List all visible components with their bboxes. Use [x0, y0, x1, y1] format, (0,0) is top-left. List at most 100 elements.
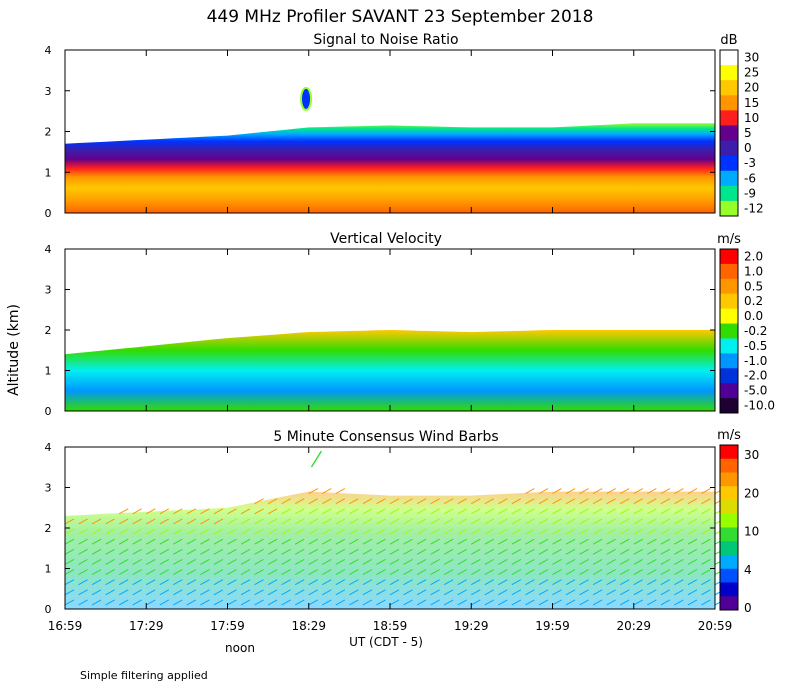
- wind-barb: [362, 538, 373, 545]
- wind-barb: [457, 518, 467, 525]
- wind-barb: [118, 508, 129, 515]
- wind-barb: [64, 599, 75, 606]
- wind-barb: [633, 518, 643, 525]
- wind-barb: [403, 569, 413, 576]
- wind-barb: [552, 559, 562, 565]
- wind-barb: [294, 589, 305, 596]
- wind-barb: [159, 569, 170, 576]
- wind-barb: [254, 548, 264, 555]
- wind-barb: [471, 528, 481, 535]
- legend-swatch: [720, 293, 738, 310]
- wind-barb: [376, 538, 386, 545]
- wind-barb: [687, 518, 698, 525]
- legend-swatch: [720, 308, 738, 325]
- wind-barb: [660, 589, 671, 596]
- legend-swatch: [720, 513, 738, 528]
- wind-barb: [579, 508, 589, 515]
- legend-label: 10: [744, 111, 759, 125]
- wind-barb: [105, 599, 115, 606]
- wind-barb: [647, 488, 657, 495]
- legend-swatch: [720, 472, 738, 487]
- wind-barb: [443, 518, 454, 525]
- legend-label: 0: [744, 601, 752, 615]
- wind-barb: [471, 548, 481, 555]
- y-tick-label: 2: [45, 522, 52, 535]
- wind-barb: [118, 528, 129, 535]
- wind-barb: [701, 599, 711, 606]
- wind-barb: [308, 528, 318, 535]
- legend-label: -12: [744, 201, 764, 215]
- wind-barb: [132, 548, 142, 555]
- wind-barb: [538, 538, 549, 545]
- wind-barb: [64, 528, 75, 535]
- legend-swatch: [720, 353, 738, 369]
- wind-barb: [200, 559, 210, 565]
- wind-barb: [619, 538, 630, 545]
- wind-barb: [267, 538, 278, 545]
- wind-barb: [118, 548, 129, 555]
- wind-barb: [498, 508, 508, 515]
- wind-barb: [416, 579, 427, 586]
- wind-barb: [619, 518, 630, 525]
- wind-barb: [674, 498, 684, 505]
- wind-barb: [592, 569, 603, 576]
- wind-barb: [308, 508, 318, 515]
- wind-barb: [647, 508, 657, 515]
- wind-barb: [565, 508, 576, 515]
- wind-barb: [457, 548, 467, 555]
- wind-barb: [213, 579, 224, 586]
- wind-barb: [240, 569, 251, 576]
- legend-frame: [719, 49, 739, 217]
- wind-barb: [118, 559, 129, 565]
- wind-barbs-panel: 5 Minute Consensus Wind Barbs 0 1 2 3 4 m/s30 2…: [45, 428, 760, 616]
- wind-barb: [159, 548, 170, 555]
- wind-barb: [565, 599, 576, 606]
- wind-barb: [322, 498, 332, 505]
- wind-barb: [281, 599, 291, 606]
- wind-barb: [674, 528, 684, 535]
- wind-barb: [159, 508, 170, 515]
- wind-barb: [443, 538, 454, 545]
- wind-barb: [525, 589, 535, 596]
- x-tick-label: 17:29: [129, 619, 164, 633]
- wind-barb: [213, 508, 224, 515]
- wind-barb: [647, 599, 657, 606]
- wind-barb: [322, 579, 332, 586]
- wind-barb: [146, 569, 156, 576]
- wind-barb: [173, 538, 183, 545]
- wind-barb: [322, 589, 332, 596]
- wind-barb: [701, 579, 711, 586]
- wind-barb: [173, 559, 183, 565]
- wind-barb: [538, 498, 549, 505]
- wind-barb: [335, 528, 346, 535]
- wind-barb: [227, 559, 237, 565]
- wind-barb: [376, 508, 386, 515]
- wind-barb: [511, 528, 522, 535]
- wind-barb: [619, 579, 630, 586]
- wind-barb: [538, 518, 549, 525]
- snr-panel: Signal to Noise Ratio01234dB302520151050…: [45, 32, 764, 220]
- wind-barb: [308, 559, 318, 565]
- wind-barb: [687, 488, 698, 495]
- wind-barb: [281, 498, 291, 505]
- wind-barb: [687, 508, 698, 515]
- wind-barb: [443, 548, 454, 555]
- wind-barb: [389, 548, 400, 555]
- y-tick-label: 4: [45, 243, 52, 256]
- wind-barb: [240, 518, 251, 525]
- wind-barb: [389, 569, 400, 576]
- legend-swatch: [720, 486, 738, 501]
- wind-barb: [91, 518, 102, 525]
- wind-barb: [349, 498, 359, 505]
- wind-barb: [254, 559, 264, 565]
- wind-barb: [403, 538, 413, 545]
- wind-barb: [592, 548, 603, 555]
- wind-barb: [403, 508, 413, 515]
- wind-barb: [200, 538, 210, 545]
- wind-barb: [592, 579, 603, 586]
- wind-barb: [416, 548, 427, 555]
- wind-barb: [173, 599, 183, 606]
- wind-barb: [267, 518, 278, 525]
- legend-label: 30: [744, 51, 759, 65]
